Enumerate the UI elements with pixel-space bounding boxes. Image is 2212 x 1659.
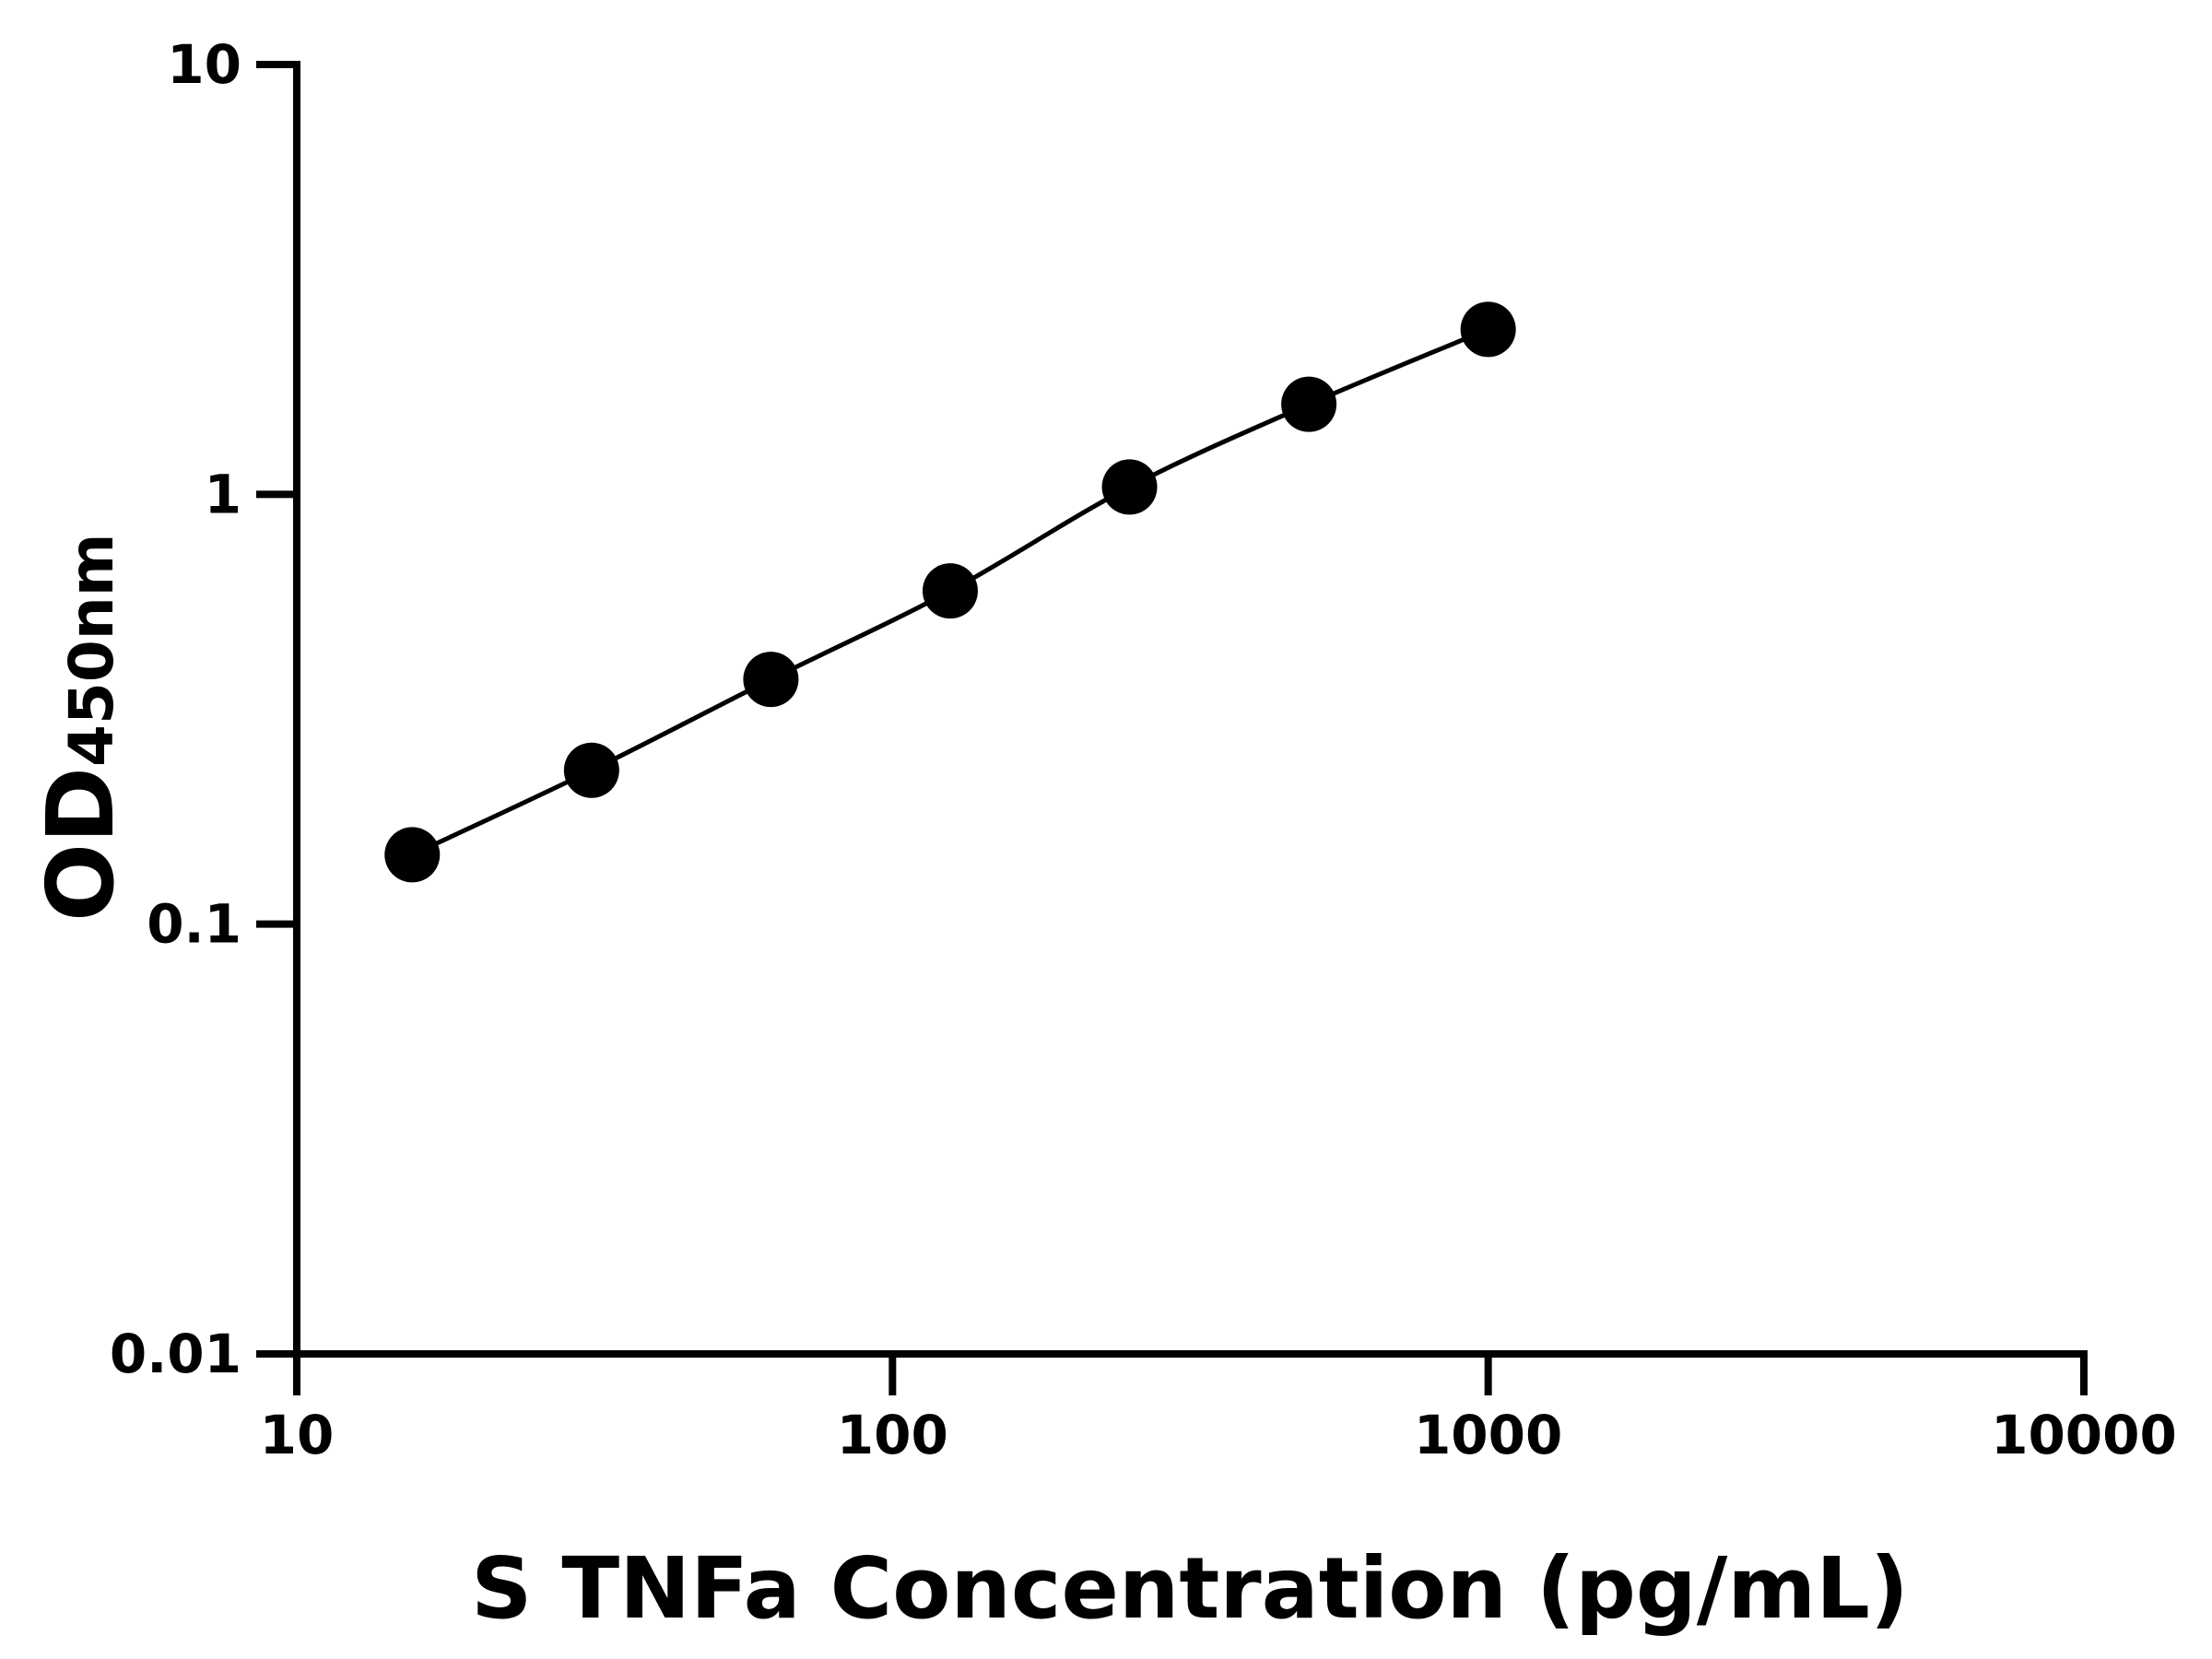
y-tick-label: 0.1: [147, 893, 241, 956]
x-axis-label: S TNFa Concentration (pg/mL): [471, 1539, 1909, 1638]
data-point: [922, 563, 978, 619]
y-tick-label: 10: [167, 33, 241, 96]
data-point: [743, 652, 799, 708]
data-point: [1281, 376, 1337, 432]
y-axis-label: OD450nm: [27, 533, 135, 922]
y-tick-label: 1: [205, 463, 241, 525]
data-point: [1460, 301, 1516, 358]
y-tick-label: 0.01: [110, 1323, 241, 1385]
data-point: [1101, 459, 1158, 515]
data-point: [384, 827, 441, 883]
x-tick-label: 100: [837, 1404, 948, 1466]
data-points-layer: [384, 301, 1516, 883]
y-axis-label-subscript: 450nm: [56, 533, 127, 767]
data-point: [563, 742, 619, 798]
ticks-layer: 10 100 1000 10000 0.01 0.1 1 10: [110, 33, 2177, 1466]
y-axis-label-main: OD: [27, 767, 135, 922]
x-tick-label: 10000: [1991, 1404, 2177, 1466]
x-tick-label: 10: [260, 1404, 335, 1466]
x-tick-label: 1000: [1414, 1404, 1562, 1466]
